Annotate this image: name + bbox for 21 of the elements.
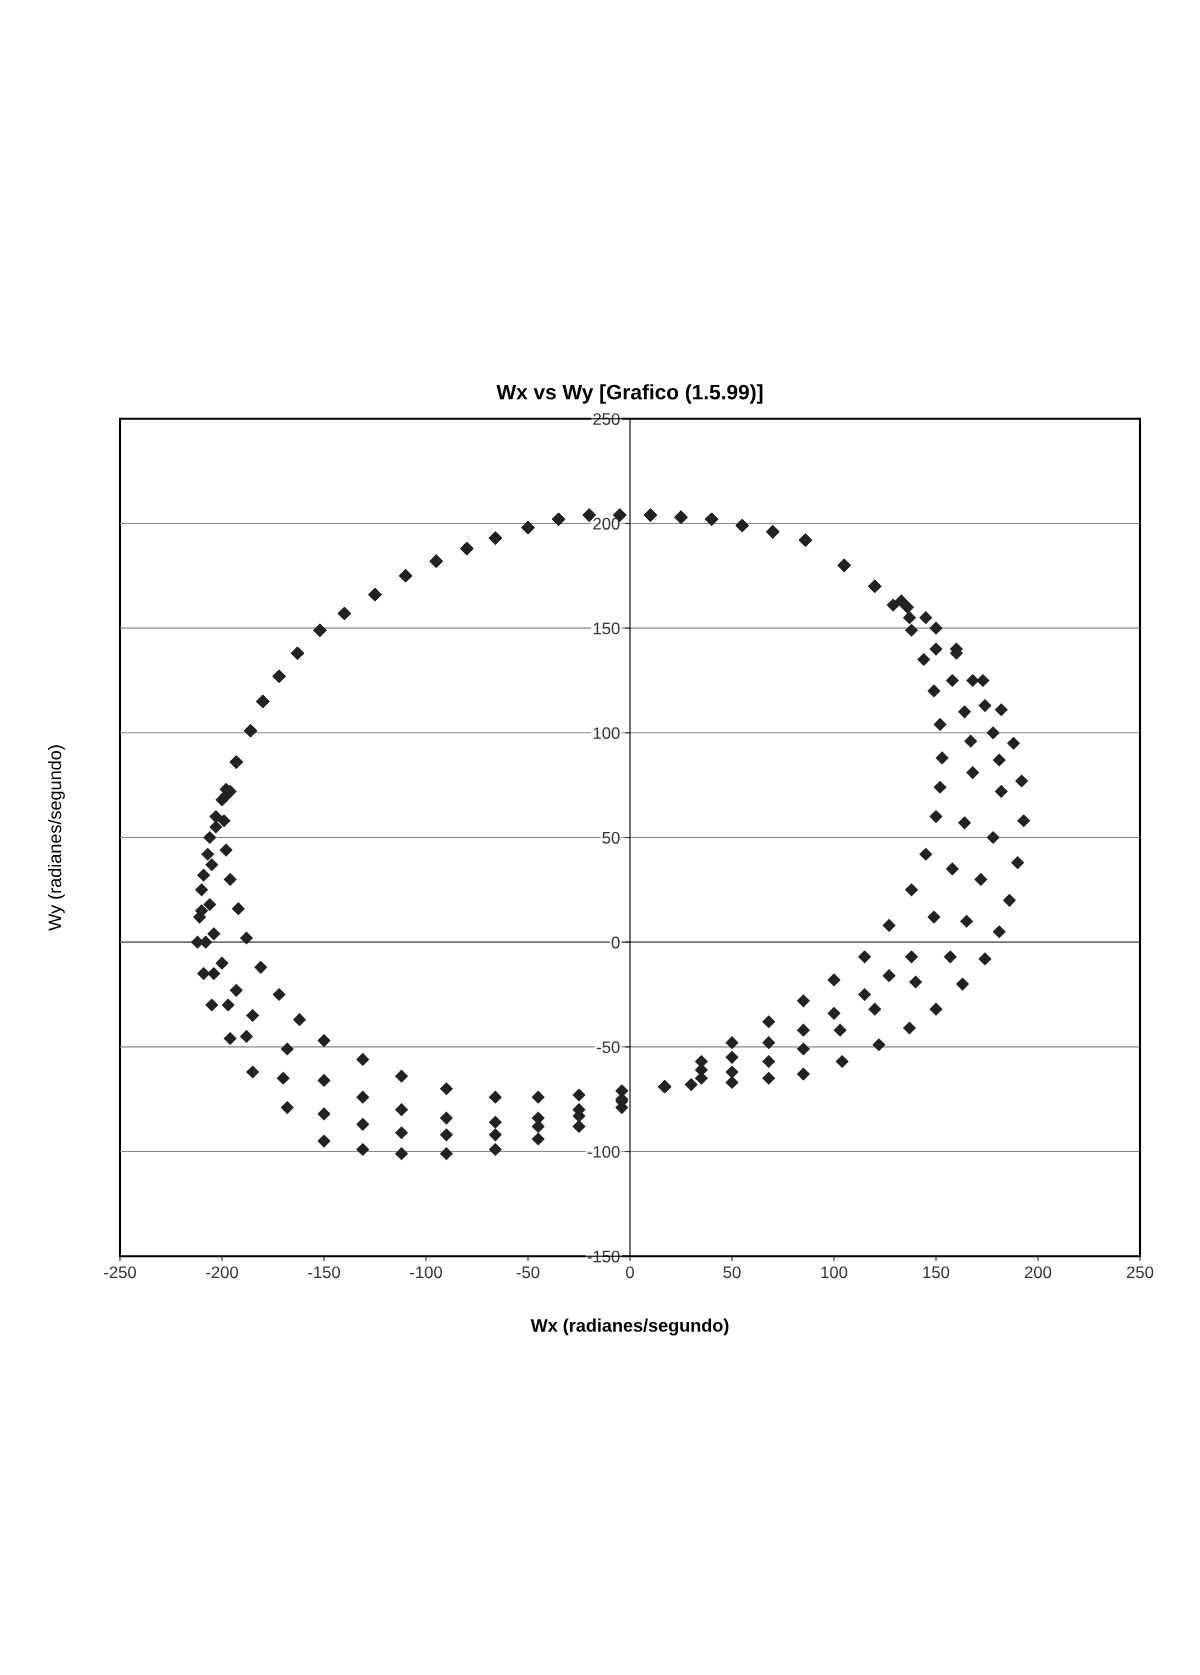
x-tick-label: 0	[626, 1266, 634, 1279]
y-tick-label: -100	[587, 1145, 620, 1158]
x-tick-label: -50	[516, 1266, 540, 1279]
y-tick-label: 150	[593, 622, 620, 635]
y-tick-label: 100	[593, 727, 620, 740]
x-tick-label: -250	[104, 1266, 137, 1279]
chart-title: Wx vs Wy [Grafico (1.5.99)]	[496, 384, 763, 404]
x-tick-label: 200	[1024, 1266, 1052, 1279]
y-axis-title: Wy (radianes/segundo)	[48, 745, 65, 931]
y-tick-label: 200	[593, 517, 620, 530]
x-tick-label: 100	[821, 1266, 848, 1279]
x-axis-title: Wx (radianes/segundo)	[530, 1318, 729, 1336]
y-tick-label: -50	[596, 1041, 620, 1054]
x-tick-label: -200	[206, 1266, 239, 1279]
x-tick-label: 250	[1126, 1266, 1154, 1279]
y-tick-label: 0	[611, 936, 620, 949]
x-tick-label: -150	[308, 1266, 341, 1279]
x-tick-label: 150	[923, 1266, 950, 1279]
x-tick-label: -100	[410, 1266, 443, 1279]
y-tick-label: 50	[602, 831, 620, 844]
x-tick-label: 50	[723, 1266, 741, 1279]
